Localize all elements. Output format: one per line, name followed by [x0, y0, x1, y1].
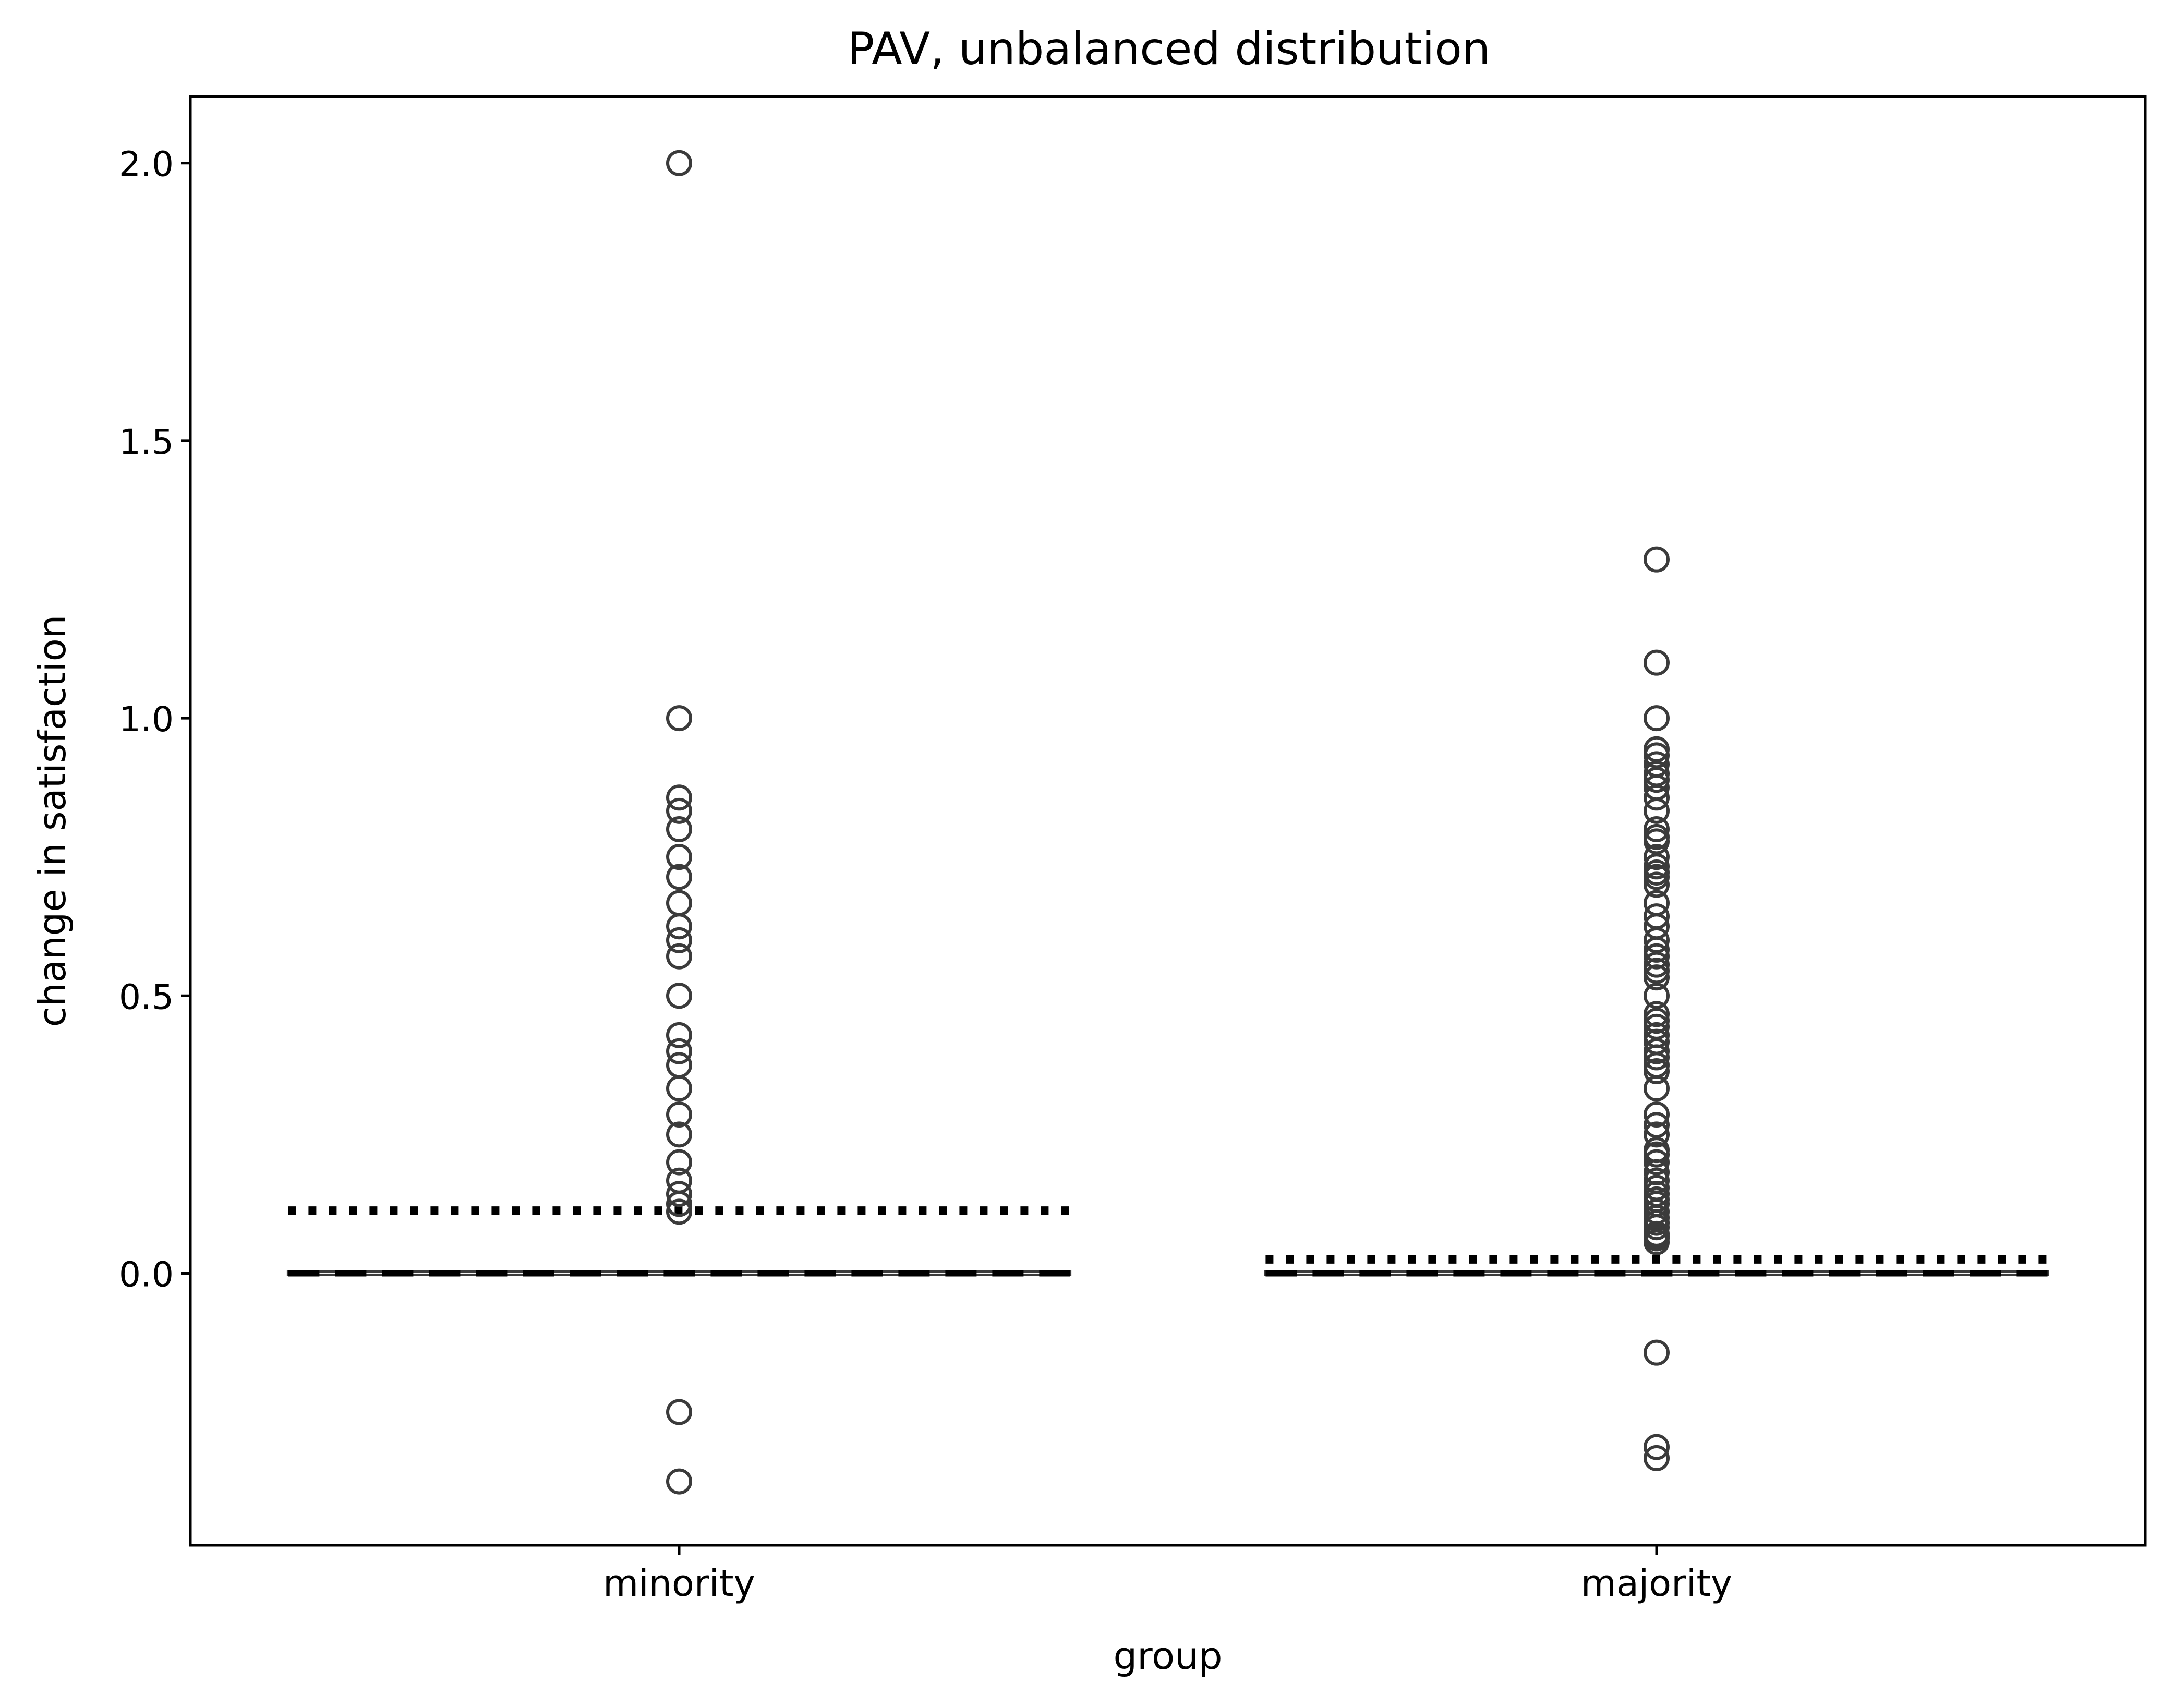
y-tick-label: 1.5 [119, 422, 174, 462]
outlier-point [1644, 1058, 1670, 1085]
outlier-point [666, 844, 692, 870]
outlier-point [666, 943, 692, 970]
outlier-point [1644, 936, 1670, 963]
outlier-point [666, 1121, 692, 1148]
outlier-point [666, 705, 692, 732]
outlier-point [666, 1038, 692, 1064]
outlier-point [666, 1181, 692, 1207]
outlier-point [1644, 767, 1670, 793]
outlier-point [1644, 1001, 1670, 1027]
y-axis-label: change in satisfaction [30, 615, 74, 1027]
outlier-point [666, 1101, 692, 1128]
outlier-point [666, 1191, 692, 1217]
outlier-point [1644, 1229, 1670, 1255]
outlier-point [666, 1022, 692, 1048]
outlier-point [1644, 1434, 1670, 1460]
outlier-point [1644, 649, 1670, 676]
outlier-point [666, 913, 692, 940]
outlier-point [1644, 1101, 1670, 1128]
outlier-point [1644, 1445, 1670, 1471]
outlier-point [1644, 1214, 1670, 1241]
outlier-point [666, 927, 692, 953]
y-tick-label: 1.0 [119, 699, 174, 740]
outlier-point [1644, 828, 1670, 855]
outlier-point [1644, 1141, 1670, 1168]
outlier-point [1644, 964, 1670, 991]
outlier-point [1644, 943, 1670, 970]
outlier-point [1644, 546, 1670, 573]
outlier-point [1644, 871, 1670, 898]
outlier-point [666, 1149, 692, 1176]
outlier-point [1644, 797, 1670, 824]
outlier-point [666, 816, 692, 842]
outlier-point [1644, 1339, 1670, 1366]
x-axis-label: group [1113, 1634, 1222, 1678]
chart-title: PAV, unbalanced distribution [848, 23, 1491, 75]
x-tick-label: minority [603, 1562, 755, 1605]
y-tick-label: 2.0 [119, 144, 174, 185]
outlier-point [666, 983, 692, 1009]
x-tick-label: majority [1581, 1562, 1732, 1605]
outlier-point [666, 1399, 692, 1425]
outlier-point [1644, 784, 1670, 811]
y-tick-label: 0.0 [119, 1254, 174, 1294]
outlier-point [1644, 844, 1670, 870]
outlier-point [666, 864, 692, 890]
outlier-point [1644, 983, 1670, 1009]
outlier-point [1644, 1121, 1670, 1148]
outlier-point [1644, 1044, 1670, 1071]
outlier-point [1644, 864, 1670, 890]
outlier-point [666, 797, 692, 824]
outlier-point [666, 150, 692, 176]
y-tick-label: 0.5 [119, 977, 174, 1017]
outlier-point [1644, 1075, 1670, 1102]
plot-area: 0.0 0.5 1.0 1.5 2.0 minority majority [119, 144, 2049, 1605]
outlier-point [1644, 1112, 1670, 1138]
outlier-point [666, 1198, 692, 1225]
outlier-point [666, 784, 692, 811]
outlier-point [1644, 705, 1670, 732]
outlier-point [1644, 958, 1670, 984]
outlier-point [666, 1075, 692, 1102]
outlier-point [666, 1468, 692, 1495]
outlier-point [1644, 1149, 1670, 1176]
outlier-point [1644, 816, 1670, 842]
plot-frame [189, 95, 2147, 1547]
